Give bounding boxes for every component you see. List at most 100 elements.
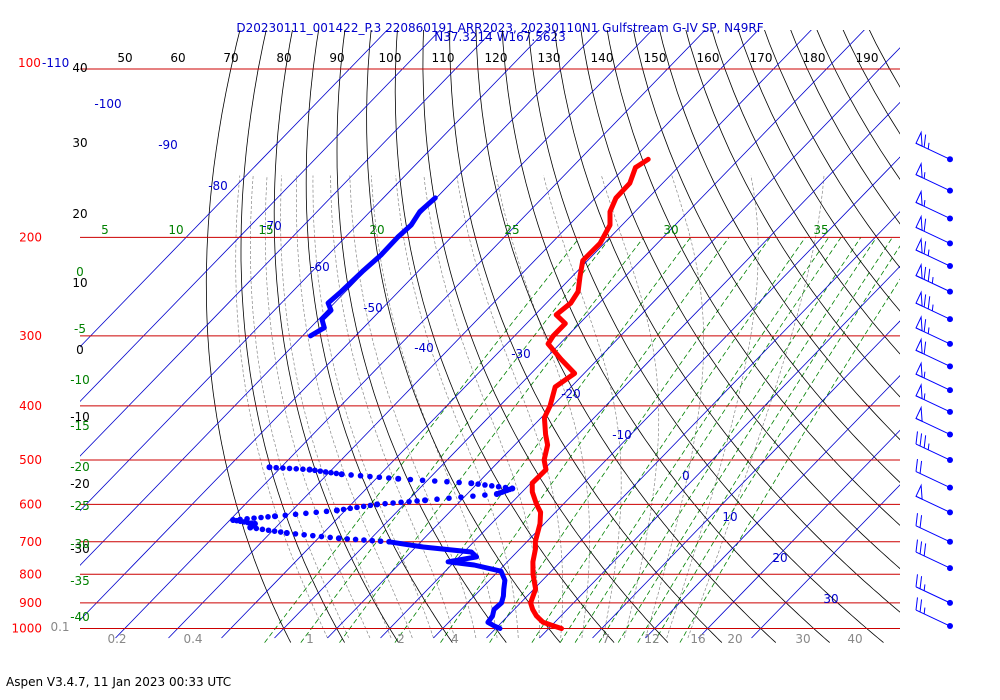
dewpoint-point	[265, 527, 272, 534]
wind-barb	[915, 161, 953, 194]
wind-barb-dot	[947, 387, 953, 394]
wind-barb	[915, 290, 953, 323]
left-scale-label: -30	[70, 537, 90, 551]
mixing-ratio-line	[559, 237, 830, 643]
theta-label: 10	[168, 223, 183, 237]
wind-barb-half	[923, 199, 926, 207]
wind-barb-staff	[915, 471, 951, 489]
wind-barb-flag	[915, 597, 918, 611]
left-scale-label: -10	[70, 373, 90, 387]
wind-barb	[915, 262, 953, 295]
dry-adiabat-line	[501, 30, 830, 643]
dewpoint-point	[419, 477, 426, 484]
mixing-ratio-line	[637, 237, 893, 643]
dewpoint-point	[502, 484, 509, 491]
isotherm-line	[80, 30, 600, 566]
dry-adiabat-line	[205, 30, 292, 643]
pressure-label: -110	[42, 56, 69, 70]
mixing-ratio-label: 30	[795, 632, 810, 646]
wind-barb	[915, 361, 953, 394]
dewpoint-point	[271, 528, 278, 534]
dewpoint-point	[488, 483, 495, 489]
isotherm-line	[80, 30, 494, 457]
top-axis-tick: 140	[591, 51, 614, 65]
footer-version: Aspen V3.4.7, 11 Jan 2023 00:33 UTC	[6, 675, 232, 689]
dewpoint-point	[284, 530, 290, 536]
dewpoint-point	[357, 472, 364, 479]
wind-barb-half	[923, 607, 926, 614]
mixing-ratio-lines	[264, 237, 900, 643]
mixing-ratio-line	[679, 278, 900, 643]
wind-barb-flag	[927, 268, 931, 282]
wind-barb-pennant	[915, 483, 923, 501]
wind-barb-dot	[947, 599, 953, 606]
wind-barb-staff	[915, 443, 951, 461]
dewpoint-point	[347, 505, 354, 512]
dewpoint-point	[348, 472, 354, 478]
dry-adiabat-line	[711, 30, 900, 355]
dewpoint-point	[340, 506, 347, 513]
dewpoint-line	[308, 195, 438, 339]
isotherm-line	[80, 30, 388, 348]
wind-barb	[915, 214, 953, 247]
mixing-ratio-label: 0.1	[50, 620, 69, 634]
wind-barb-pennant	[915, 189, 923, 207]
dewpoint-point	[323, 508, 330, 515]
isotherm-line	[115, 30, 706, 639]
temperature-line	[528, 156, 651, 631]
dewpoint-point	[395, 475, 402, 482]
top-axis-tick: 90	[329, 51, 344, 65]
isotherm-line	[433, 156, 900, 639]
dewpoint-point	[374, 501, 380, 508]
dry-adiabat-line	[422, 30, 669, 643]
wind-barb-half	[931, 276, 934, 284]
top-axis-tick: 170	[750, 51, 773, 65]
wind-barb-dot	[947, 363, 953, 370]
left-scale-label: -25	[70, 499, 90, 513]
dry-adiabat-line	[606, 30, 900, 526]
mixing-ratio-label: 0.2	[107, 632, 126, 646]
wind-barb-dot	[947, 187, 953, 194]
wind-barb-flag	[915, 458, 918, 472]
wind-barb-dot	[947, 215, 953, 222]
wind-barb-staff	[915, 586, 951, 604]
dewpoint-point	[367, 502, 374, 509]
dry-adiabat-line	[632, 30, 900, 483]
pressure-label: 900	[19, 596, 42, 610]
dewpoint-point	[407, 476, 414, 483]
dewpoint-point	[333, 470, 340, 477]
dewpoint-point	[382, 500, 388, 507]
pressure-label: 800	[19, 567, 42, 581]
dewpoint-point	[237, 516, 243, 523]
wind-barb-pennant	[915, 237, 923, 254]
isotherm-label: -30	[511, 347, 531, 361]
wind-barb-flag	[923, 319, 927, 332]
wind-barb-flag	[923, 241, 927, 254]
dewpoint-point	[292, 531, 299, 537]
left-scale-label: -5	[74, 322, 86, 336]
wind-barb	[915, 431, 953, 464]
top-axis-tick: 70	[223, 51, 238, 65]
wind-barb-dot	[947, 623, 953, 630]
height-label: 20	[72, 207, 87, 221]
wind-barb-flag	[915, 539, 918, 553]
wind-barb-pennant	[915, 214, 923, 232]
isotherm-line	[168, 30, 759, 639]
moist-adiabat-line	[280, 175, 392, 639]
dewpoint-point	[398, 499, 404, 506]
dry-adiabat-line	[305, 30, 453, 643]
profiles	[230, 156, 651, 631]
top-axis-tick: 80	[276, 51, 291, 65]
dewpoint-point	[495, 483, 502, 490]
left-scale-label: -35	[70, 574, 90, 588]
dewpoint-point	[344, 536, 351, 542]
wind-barb	[915, 237, 953, 270]
dewpoint-point	[300, 466, 306, 472]
wind-barb-pennant	[915, 130, 923, 147]
dewpoint-point	[334, 507, 340, 514]
dewpoint-point	[422, 497, 428, 504]
dry-adiabat-line	[580, 30, 900, 570]
wind-barb-flag	[919, 541, 923, 555]
